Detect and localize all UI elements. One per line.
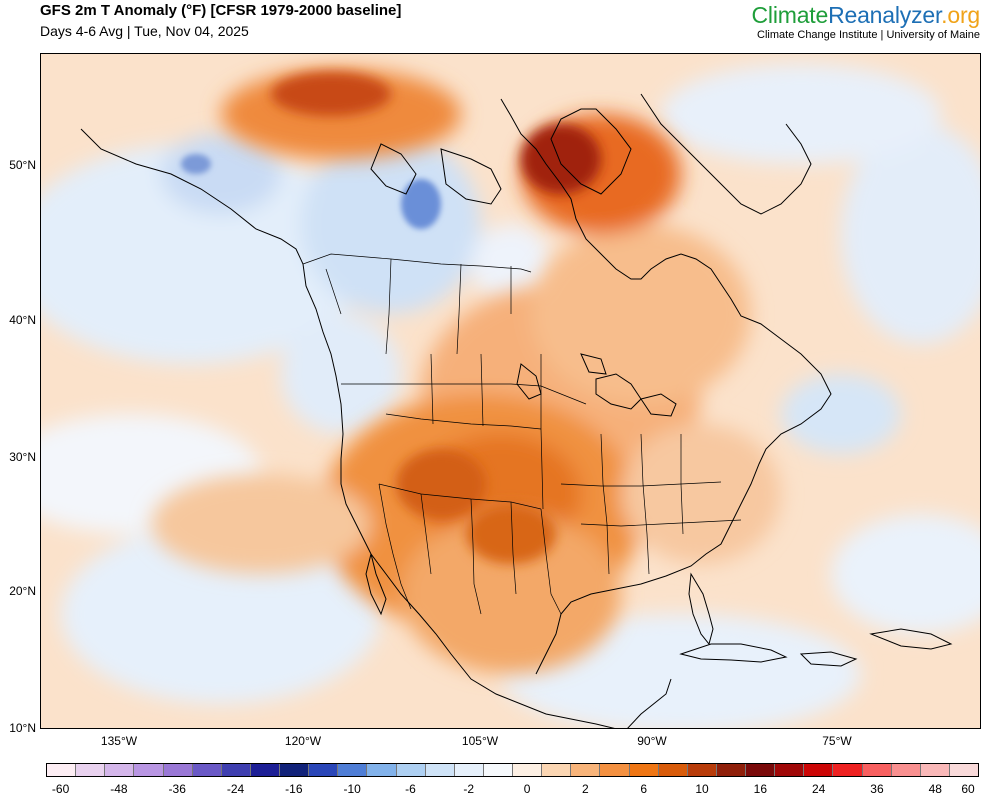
colorbar-swatch xyxy=(687,764,717,776)
map-graphic xyxy=(41,54,980,728)
latitude-label: 40°N xyxy=(9,313,36,327)
colorbar-tick-label: -24 xyxy=(226,782,245,796)
colorbar-swatch xyxy=(775,764,805,776)
colorbar-tick-label: 0 xyxy=(523,782,531,796)
colorbar-swatch xyxy=(746,764,776,776)
colorbar-swatch xyxy=(396,764,426,776)
colorbar xyxy=(46,763,979,777)
colorbar-swatch xyxy=(862,764,892,776)
colorbar-swatch xyxy=(833,764,863,776)
colorbar-swatch xyxy=(367,764,397,776)
longitude-label: 90°W xyxy=(637,734,667,748)
colorbar-tick-label: 2 xyxy=(582,782,589,796)
colorbar-swatch xyxy=(658,764,688,776)
cool-anomaly-areas xyxy=(41,64,980,728)
latitude-label: 30°N xyxy=(9,450,36,464)
colorbar-swatch xyxy=(804,764,834,776)
strong-warm-cores xyxy=(271,72,601,564)
colorbar-swatch xyxy=(920,764,950,776)
colorbar-swatch xyxy=(192,764,222,776)
cold-cores xyxy=(181,154,441,229)
colorbar-tick-label: -48 xyxy=(110,782,128,796)
colorbar-tick-label: -2 xyxy=(463,782,475,796)
longitude-label: 120°W xyxy=(284,734,322,748)
colorbar-swatch xyxy=(629,764,659,776)
brand-name-part1: Climate xyxy=(751,2,829,28)
colorbar-tick-label: -60 xyxy=(51,782,70,796)
political-borders xyxy=(302,253,742,615)
colorbar-swatch xyxy=(134,764,164,776)
colorbar-swatch xyxy=(454,764,484,776)
colorbar-swatch xyxy=(221,764,251,776)
colorbar-swatch xyxy=(280,764,310,776)
colorbar-tick-label: 6 xyxy=(640,782,648,796)
colorbar-tick-label: 36 xyxy=(870,782,884,796)
coastlines xyxy=(80,93,953,728)
longitude-label: 105°W xyxy=(461,734,499,748)
temperature-anomaly-map xyxy=(40,53,981,729)
colorbar-tick-label: 60 xyxy=(961,782,975,796)
colorbar-swatch xyxy=(425,764,455,776)
colorbar-tick-label: 10 xyxy=(695,782,709,796)
colorbar-swatch xyxy=(513,764,543,776)
colorbar-swatch xyxy=(338,764,368,776)
colorbar-swatch xyxy=(163,764,193,776)
colorbar-swatch xyxy=(600,764,630,776)
colorbar-tick-label: -16 xyxy=(285,782,303,796)
brand-name-part3: .org xyxy=(941,2,980,28)
colorbar-tick-label: -10 xyxy=(343,782,361,796)
colorbar-tick-label: 24 xyxy=(811,782,826,796)
map-subtitle: Days 4-6 Avg | Tue, Nov 04, 2025 xyxy=(40,23,249,39)
latitude-label: 10°N xyxy=(9,721,36,735)
colorbar-swatch xyxy=(571,764,601,776)
brand-tagline: Climate Change Institute | University of… xyxy=(757,29,980,41)
brand-logo[interactable]: ClimateReanalyzer.org Climate Change Ins… xyxy=(751,1,981,41)
latitude-label: 20°N xyxy=(9,584,36,598)
colorbar-swatch xyxy=(250,764,280,776)
brand-name-part2: Reanalyzer xyxy=(828,2,942,28)
colorbar-swatch xyxy=(483,764,513,776)
colorbar-swatch xyxy=(716,764,746,776)
colorbar-tick-label: 48 xyxy=(928,782,942,796)
brand-name: ClimateReanalyzer.org xyxy=(751,1,981,29)
colorbar-swatch xyxy=(105,764,135,776)
longitude-label: 135°W xyxy=(100,734,138,748)
colorbar-swatch xyxy=(76,764,106,776)
colorbar-swatch xyxy=(542,764,572,776)
colorbar-swatch xyxy=(309,764,339,776)
colorbar-swatch xyxy=(949,764,978,776)
map-title: GFS 2m T Anomaly (°F) [CFSR 1979-2000 ba… xyxy=(40,2,402,19)
colorbar-tick-label: -36 xyxy=(168,782,186,796)
colorbar-swatch xyxy=(47,764,77,776)
colorbar-swatch xyxy=(891,764,921,776)
colorbar-tick-label: 16 xyxy=(753,782,768,796)
colorbar-tick-label: -6 xyxy=(405,782,416,796)
longitude-label: 75°W xyxy=(822,734,852,748)
latitude-label: 50°N xyxy=(9,158,36,172)
